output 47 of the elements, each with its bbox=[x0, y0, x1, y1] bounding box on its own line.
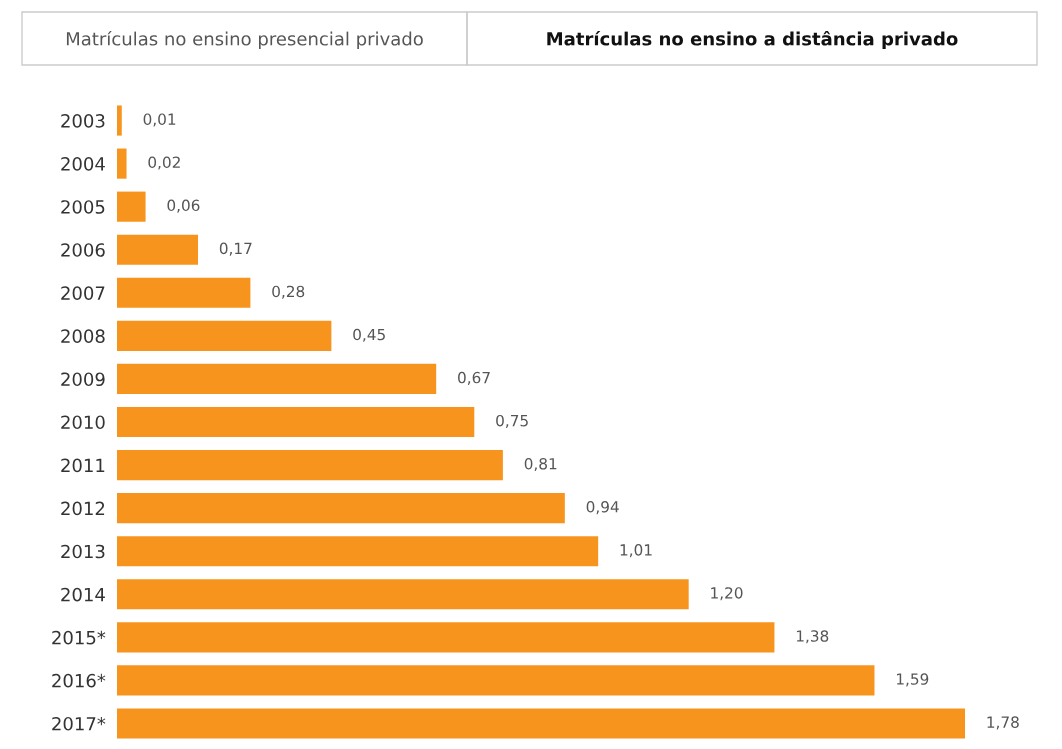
bar bbox=[117, 622, 775, 653]
bar bbox=[117, 665, 875, 696]
bar bbox=[117, 148, 127, 179]
bar bbox=[117, 363, 437, 395]
data-label: 0,01 bbox=[143, 113, 176, 127]
y-tick-label: 2005 bbox=[61, 200, 105, 214]
y-tick-label: 2017* bbox=[52, 716, 106, 731]
bar bbox=[117, 449, 503, 481]
data-label: 0,81 bbox=[524, 457, 557, 472]
bar bbox=[117, 406, 475, 438]
y-tick-label: 2008 bbox=[61, 329, 105, 343]
y-tick-label: 2003 bbox=[61, 113, 105, 128]
y-tick-label: 2013 bbox=[61, 544, 105, 559]
bar bbox=[117, 536, 599, 567]
bar bbox=[117, 277, 251, 308]
y-tick-label: 2016* bbox=[52, 673, 106, 688]
bar bbox=[117, 320, 332, 351]
data-label: 1,78 bbox=[987, 716, 1019, 730]
data-label: 0,94 bbox=[586, 501, 619, 515]
bar bbox=[117, 191, 146, 222]
text: Matrículas no ensino presencial privado bbox=[66, 30, 423, 50]
data-label: 0,75 bbox=[496, 414, 528, 428]
bar bbox=[117, 708, 965, 739]
y-tick-label: 2012 bbox=[61, 501, 105, 516]
y-tick-label: 2007 bbox=[61, 286, 105, 300]
data-label: 0,17 bbox=[219, 242, 252, 256]
y-tick-label: 2015* bbox=[52, 630, 106, 645]
y-tick-label: 2004 bbox=[61, 157, 105, 171]
data-label: 0,45 bbox=[353, 328, 385, 342]
data-label: 0,06 bbox=[167, 199, 200, 213]
bar bbox=[117, 234, 198, 265]
data-label: 0,02 bbox=[148, 156, 180, 170]
y-tick-label: 2014 bbox=[61, 587, 105, 602]
bar bbox=[117, 493, 565, 524]
y-tick-label: 2006 bbox=[61, 243, 105, 257]
y-tick-label: 2009 bbox=[61, 372, 105, 387]
data-label: 0,67 bbox=[458, 371, 490, 385]
data-label: 0,28 bbox=[272, 285, 305, 299]
data-label: 1,01 bbox=[620, 544, 652, 558]
bar bbox=[117, 579, 689, 610]
y-tick-label: 2011 bbox=[61, 458, 105, 473]
data-label: 1,59 bbox=[896, 673, 929, 687]
data-label: 1,20 bbox=[711, 587, 743, 601]
data-label: 1,38 bbox=[796, 630, 829, 644]
bar bbox=[117, 105, 122, 136]
chart-title: Matrículas no ensino a distância privado bbox=[547, 30, 958, 50]
y-tick-label: 2010 bbox=[61, 415, 105, 430]
